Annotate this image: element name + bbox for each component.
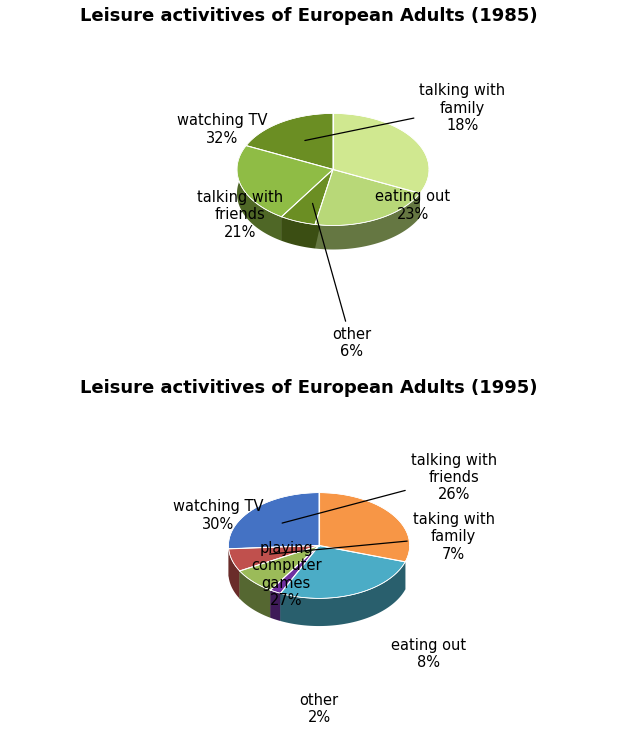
Polygon shape xyxy=(237,145,282,241)
Polygon shape xyxy=(271,545,319,618)
Polygon shape xyxy=(271,545,319,593)
Text: eating out
8%: eating out 8% xyxy=(391,638,466,670)
Polygon shape xyxy=(229,492,319,549)
Text: taking with
family
7%: taking with family 7% xyxy=(269,512,495,562)
Text: talking with
friends
26%: talking with friends 26% xyxy=(282,453,497,523)
Text: talking with
family
18%: talking with family 18% xyxy=(305,83,506,141)
Polygon shape xyxy=(229,549,240,599)
Polygon shape xyxy=(246,145,333,170)
Polygon shape xyxy=(333,113,429,193)
Text: talking with
friends
21%: talking with friends 21% xyxy=(197,190,282,240)
Polygon shape xyxy=(281,545,319,621)
Polygon shape xyxy=(282,169,333,224)
Polygon shape xyxy=(282,169,333,241)
Polygon shape xyxy=(240,571,271,618)
Text: watching TV
30%: watching TV 30% xyxy=(173,499,264,531)
Polygon shape xyxy=(315,169,333,249)
Polygon shape xyxy=(319,492,410,562)
Polygon shape xyxy=(315,193,420,250)
Polygon shape xyxy=(333,169,420,218)
Text: other
2%: other 2% xyxy=(300,693,339,726)
Text: playing
computer
games
27%: playing computer games 27% xyxy=(251,541,321,608)
Text: watching TV
32%: watching TV 32% xyxy=(177,113,268,145)
Polygon shape xyxy=(237,145,333,217)
Polygon shape xyxy=(240,545,319,590)
Title: Leisure activitives of European Adults (1995): Leisure activitives of European Adults (… xyxy=(80,379,538,397)
Polygon shape xyxy=(240,545,319,599)
Polygon shape xyxy=(315,169,420,226)
Polygon shape xyxy=(229,545,319,571)
Polygon shape xyxy=(246,113,333,169)
Polygon shape xyxy=(271,590,281,621)
Polygon shape xyxy=(282,169,333,241)
Polygon shape xyxy=(315,169,333,249)
Polygon shape xyxy=(240,545,319,599)
Polygon shape xyxy=(271,545,319,618)
Polygon shape xyxy=(281,545,405,598)
Polygon shape xyxy=(282,217,315,249)
Text: eating out
23%: eating out 23% xyxy=(376,189,451,222)
Polygon shape xyxy=(281,545,319,621)
Polygon shape xyxy=(229,545,319,577)
Title: Leisure activitives of European Adults (1985): Leisure activitives of European Adults (… xyxy=(80,7,538,25)
Polygon shape xyxy=(281,562,405,626)
Text: other
6%: other 6% xyxy=(313,203,371,359)
Polygon shape xyxy=(319,545,405,589)
